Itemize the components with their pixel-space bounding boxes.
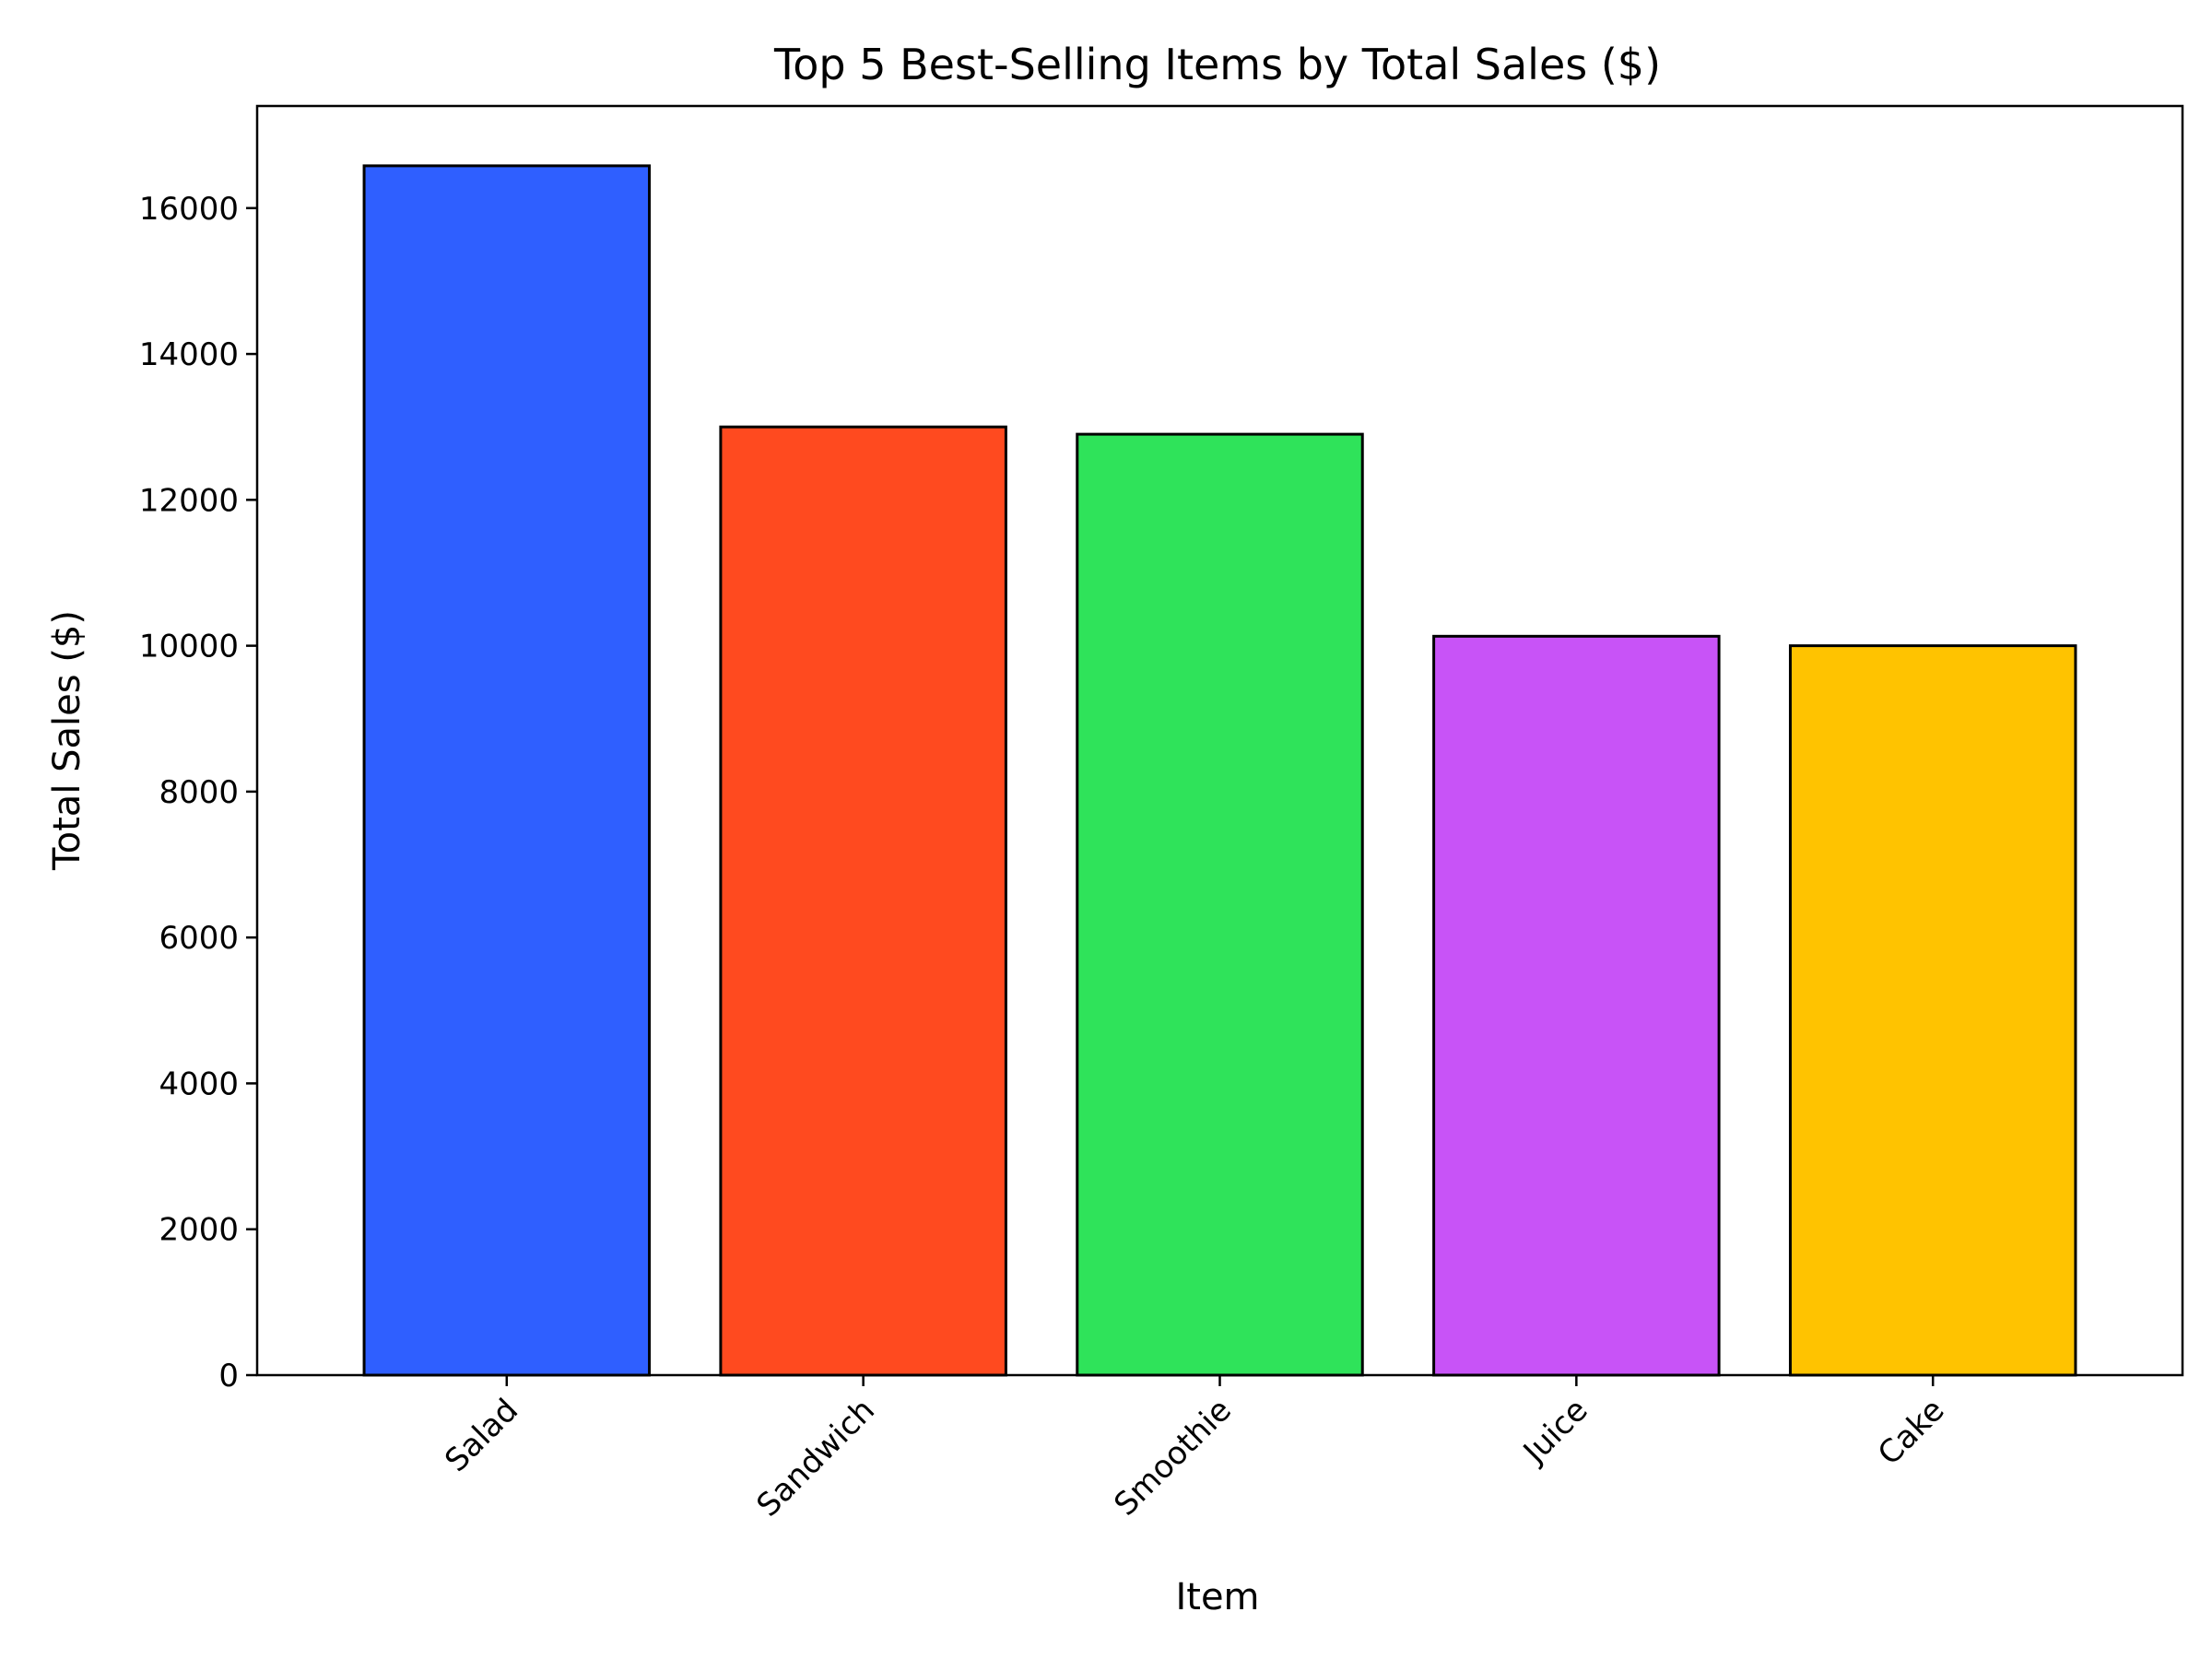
x-tick-label: Sandwich [749, 1392, 882, 1524]
y-tick-label: 12000 [139, 482, 239, 519]
y-tick-label: 8000 [159, 774, 239, 811]
x-tick-label: Cake [1871, 1392, 1952, 1473]
y-tick-label: 10000 [139, 629, 239, 665]
y-tick-label: 6000 [159, 920, 239, 957]
y-tick-label: 2000 [159, 1212, 239, 1249]
x-axis-ticks: Salad Sandwich Smoothie Juice Cake [438, 1375, 1952, 1524]
bar-salad [362, 164, 652, 1377]
y-axis-ticks: 0 2000 4000 6000 8000 10000 12000 14000 16000 [139, 191, 257, 1394]
y-tick-label: 4000 [159, 1065, 239, 1102]
x-axis-label: Item [1175, 1576, 1259, 1618]
y-axis-label: Total Sales ($) [46, 610, 88, 871]
bars [362, 164, 2077, 1377]
bar-sandwich [719, 425, 1007, 1377]
x-tick-label: Salad [438, 1392, 525, 1479]
bar-juice [1432, 634, 1721, 1377]
y-tick-label: 14000 [139, 336, 239, 373]
plot-frame [255, 104, 2184, 1377]
y-tick-label: 0 [218, 1358, 239, 1394]
chart-title: Top 5 Best-Selling Items by Total Sales … [773, 40, 1661, 89]
y-tick-label: 16000 [139, 191, 239, 228]
x-tick-label: Juice [1515, 1392, 1595, 1472]
x-tick-label: Smoothie [1107, 1392, 1239, 1524]
bar-smoothie [1076, 432, 1364, 1377]
bar-cake [1788, 644, 2077, 1377]
